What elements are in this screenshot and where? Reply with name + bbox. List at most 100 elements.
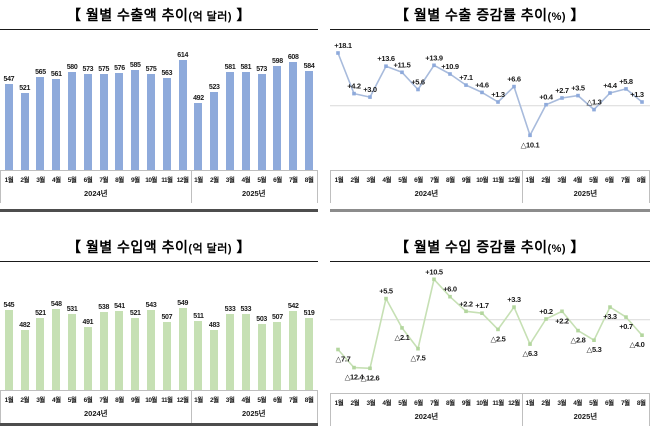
export-growth-line-chart: +18.1 +4.2 +3.0 +13.6+11.5+5.6 +13.9+10.9+7.…	[330, 41, 650, 149]
month-tick-label: 3월	[36, 177, 45, 184]
month-tick-label: 4월	[241, 177, 251, 184]
bar-value-label: 614	[177, 52, 189, 59]
data-point-marker	[336, 347, 340, 352]
data-point-label: △12.4	[345, 373, 365, 382]
data-point-label: +0.7	[619, 322, 633, 331]
month-tick-label: 3월	[225, 397, 235, 405]
month-tick-label: 1월	[525, 177, 535, 184]
chart-title-text: 【 월별 수입액 추이	[67, 239, 189, 255]
month-tick-label: 8월	[636, 400, 646, 407]
data-point-marker	[512, 84, 516, 89]
month-tick-label: 9월	[130, 177, 140, 184]
data-point-label: +4.2	[347, 82, 361, 91]
bar	[68, 72, 77, 170]
data-point-marker	[416, 87, 420, 92]
month-tick-label: 6월	[605, 400, 614, 407]
month-tick-label: 8월	[304, 177, 314, 184]
data-point-label: △2.1	[395, 333, 410, 342]
year-group-label: 2025년	[573, 189, 598, 198]
export-amount-chart-panel: 【 월별 수출액 추이(억 달러) 】 547 521 565 561 580 573 57…	[0, 0, 318, 212]
bar-slot: 511	[191, 313, 207, 391]
data-point-marker	[448, 72, 452, 76]
data-point-marker	[544, 317, 548, 321]
bar-slot: 561	[48, 71, 64, 170]
bar	[99, 74, 108, 170]
year-group-label: 2025년	[241, 409, 266, 419]
month-tick-label: 4월	[382, 400, 391, 407]
bar-slot: 482	[17, 322, 33, 391]
data-point-label: +0.4	[539, 93, 554, 102]
chart-title-suffix: 】	[232, 239, 251, 255]
month-tick-label: 7월	[288, 177, 298, 184]
bar	[241, 314, 250, 391]
month-tick-label: 7월	[620, 177, 630, 184]
bar	[178, 60, 187, 170]
month-tick-label: 8월	[636, 177, 646, 184]
bar-slot: 598	[270, 58, 286, 170]
data-point-label: +0.2	[539, 307, 553, 316]
month-tick-label: 6월	[83, 397, 93, 405]
year-group-label: 2025년	[573, 412, 598, 421]
chart-title-unit: (%)	[547, 243, 567, 255]
export-amount-category-axis: 1월 2월 3월 4월 5월 6월 7월 8월 9월 10월 11월 12월 1월 2월 3월 4월 5월 6월 7…	[0, 170, 318, 203]
bar-value-label: 482	[19, 322, 31, 330]
export-growth-chart-title: 【 월별 수출 증감률 추이(%) 】	[330, 0, 650, 30]
bar-slot: 575	[96, 66, 112, 170]
bar-slot: 573	[80, 66, 96, 170]
export-growth-chart-panel: 【 월별 수출 증감률 추이(%) 】 +18.1 +4.2 +3.0 +13.6 +1…	[330, 0, 650, 212]
bar-value-label: 533	[240, 306, 252, 314]
bar-slot: 608	[285, 54, 301, 170]
data-point-marker	[640, 100, 644, 104]
data-point-marker	[544, 102, 548, 107]
month-tick-label: 6월	[605, 177, 614, 184]
month-tick-label: 1월	[4, 177, 14, 184]
bar-slot: 538	[96, 304, 112, 391]
month-tick-label: 3월	[366, 177, 376, 184]
data-point-label: △7.5	[411, 354, 426, 363]
bar	[273, 66, 282, 170]
year-group-divider	[521, 394, 523, 426]
year-labels-row: 2024년 2025년	[331, 186, 649, 203]
data-point-label: △2.5	[491, 334, 506, 343]
data-point-marker	[448, 294, 452, 299]
bar-value-label: 491	[82, 319, 94, 327]
bar	[162, 322, 171, 391]
export-growth-plot-area: +18.1 +4.2 +3.0 +13.6 +11.5 +5.6 +13.9 +10.9 +7.…	[330, 30, 650, 170]
data-point-marker	[400, 326, 404, 330]
month-tick-label: 5월	[398, 177, 407, 184]
data-point-label: +3.3	[507, 295, 521, 304]
data-point-label: +7.1	[459, 73, 473, 82]
year-group-label: 2024년	[414, 412, 439, 421]
bar-value-label: 545	[3, 302, 15, 310]
month-tick-label: 5월	[257, 397, 266, 405]
month-labels-row: 1월 2월 3월 4월 5월 6월 7월 8월 9월 10월 11월 12월 1월 2월 3월 4월 5월 6월 7…	[1, 391, 317, 406]
data-point-label: △2.8	[571, 336, 586, 345]
bar	[147, 310, 156, 391]
bar-slot: 563	[159, 70, 175, 170]
data-point-label: +18.1	[334, 41, 352, 50]
data-point-label: △1.3	[587, 98, 602, 107]
bar	[4, 84, 13, 170]
bar-slot: 503	[254, 316, 270, 391]
data-point-marker	[528, 133, 532, 138]
data-point-marker	[624, 315, 628, 319]
month-tick-label: 9월	[461, 400, 471, 407]
bar-slot: 614	[175, 52, 191, 170]
data-point-marker	[400, 70, 404, 75]
month-labels-row: 1월 2월 3월 4월 5월 6월 7월 8월 9월 10월 11월 12월 1월 2월 3월 4월 5월 6월 7…	[1, 171, 317, 186]
month-tick-label: 8월	[445, 400, 455, 407]
data-series-line	[337, 278, 643, 370]
year-labels-row: 2024년 2025년	[1, 186, 317, 203]
import-amount-chart-panel: 【 월별 수입액 추이(억 달러) 】 545 482 521 548 531 491 53…	[0, 216, 318, 426]
bar-value-label: 521	[129, 310, 141, 318]
month-tick-label: 11월	[492, 400, 504, 407]
chart-title-suffix: 】	[566, 7, 585, 23]
bar-slot: 565	[33, 69, 49, 170]
month-tick-label: 11월	[161, 397, 173, 405]
data-point-marker	[352, 91, 356, 96]
bar-value-label: 573	[256, 66, 268, 73]
month-tick-label: 11월	[492, 177, 504, 184]
bar-slot: 580	[64, 64, 80, 170]
data-point-label: +5.6	[411, 78, 425, 87]
import-growth-category-axis: 1월 2월 3월 4월 5월 6월 7월 8월 9월 10월 11월 12월 1월 2월 3월 4월 5월 6월 7…	[330, 393, 650, 426]
